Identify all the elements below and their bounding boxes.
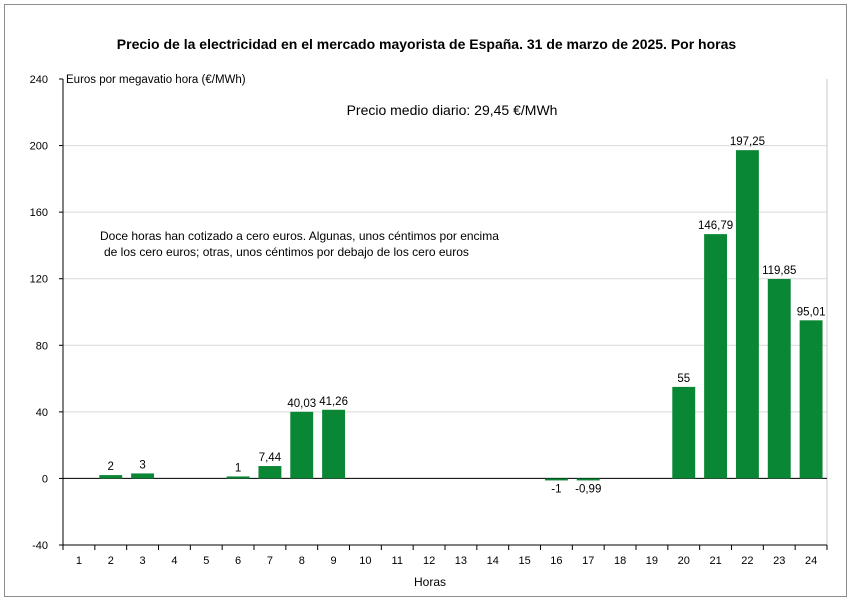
bars	[99, 150, 823, 481]
data-label: 2	[108, 461, 114, 473]
bar-hour-7	[258, 466, 282, 479]
x-tick-label: 5	[203, 555, 209, 567]
x-tick-label: 24	[805, 555, 817, 567]
chart-frame	[4, 4, 847, 597]
data-label: 7,44	[259, 452, 282, 464]
x-tick-label: 16	[550, 555, 562, 567]
data-labels: 2 3 1 7,44 40,03 41,26 -1 -0,99 55 146,79 197,25 11…	[108, 136, 826, 495]
data-label: -1	[551, 483, 561, 495]
y-axis-label: Euros por megavatio hora (€/MWh)	[66, 74, 246, 86]
x-tick-label: 4	[171, 555, 177, 567]
x-axis-label: Horas	[414, 575, 446, 589]
bar-hour-9	[322, 409, 346, 479]
y-tick-label: 80	[36, 340, 48, 352]
x-tick-label: 21	[709, 555, 721, 567]
x-tick-label: 19	[646, 555, 658, 567]
note-annotation-line1: Doce horas han cotizado a cero euros. Al…	[100, 229, 499, 243]
x-tick-label: 20	[678, 555, 690, 567]
data-label: 40,03	[287, 398, 316, 410]
chart-title: Precio de la electricidad en el mercado …	[116, 36, 737, 52]
y-tick-label: -40	[32, 540, 48, 552]
note-annotation-line2: de los cero euros; otras, unos céntimos …	[104, 245, 469, 259]
x-tick-label: 9	[331, 555, 337, 567]
y-tick-label: 160	[30, 207, 48, 219]
data-label: 3	[139, 459, 145, 471]
x-tick-label: 15	[518, 555, 530, 567]
data-label: 1	[235, 462, 241, 474]
data-label: 119,85	[762, 265, 796, 277]
bar-hour-22	[735, 150, 759, 479]
x-tick-label: 6	[235, 555, 241, 567]
bar-hour-3	[131, 473, 155, 479]
bar-hour-24	[799, 320, 823, 479]
x-tick-label: 13	[455, 555, 467, 567]
data-label: 197,25	[730, 136, 765, 148]
data-label: 55	[677, 373, 690, 385]
data-label: 146,79	[698, 220, 733, 232]
y-tick-label: 240	[30, 74, 48, 86]
bar-hour-6	[226, 476, 250, 479]
x-tick-label: 1	[76, 555, 82, 567]
x-tick-label: 11	[392, 555, 403, 567]
bar-hour-20	[672, 386, 696, 479]
x-tick-label: 3	[140, 555, 146, 567]
data-label: 95,01	[797, 306, 826, 318]
data-label: -0,99	[575, 483, 601, 495]
x-tick-label: 18	[614, 555, 626, 567]
y-tick-label: 40	[36, 407, 48, 419]
bar-hour-16	[544, 478, 568, 481]
y-tick-label: 120	[30, 274, 48, 286]
mean-price-annotation: Precio medio diario: 29,45 €/MWh	[347, 102, 558, 118]
x-tick-label: 7	[267, 555, 273, 567]
bar-hour-8	[290, 411, 314, 479]
x-tick-label: 22	[741, 555, 753, 567]
y-tick-label: 0	[42, 473, 48, 485]
x-tick-label: 10	[359, 555, 371, 567]
x-tick-label: 23	[773, 555, 785, 567]
x-tick-label: 12	[423, 555, 435, 567]
bar-hour-23	[767, 278, 791, 479]
bar-hour-21	[704, 234, 728, 479]
x-tick-label: 2	[108, 555, 114, 567]
bar-hour-2	[99, 475, 123, 479]
x-tick-label: 17	[582, 555, 594, 567]
y-tick-label: 200	[30, 141, 48, 153]
data-label: 41,26	[319, 396, 348, 408]
x-tick-label: 14	[487, 555, 499, 567]
bar-hour-17	[576, 478, 600, 481]
x-tick-label: 8	[299, 555, 305, 567]
